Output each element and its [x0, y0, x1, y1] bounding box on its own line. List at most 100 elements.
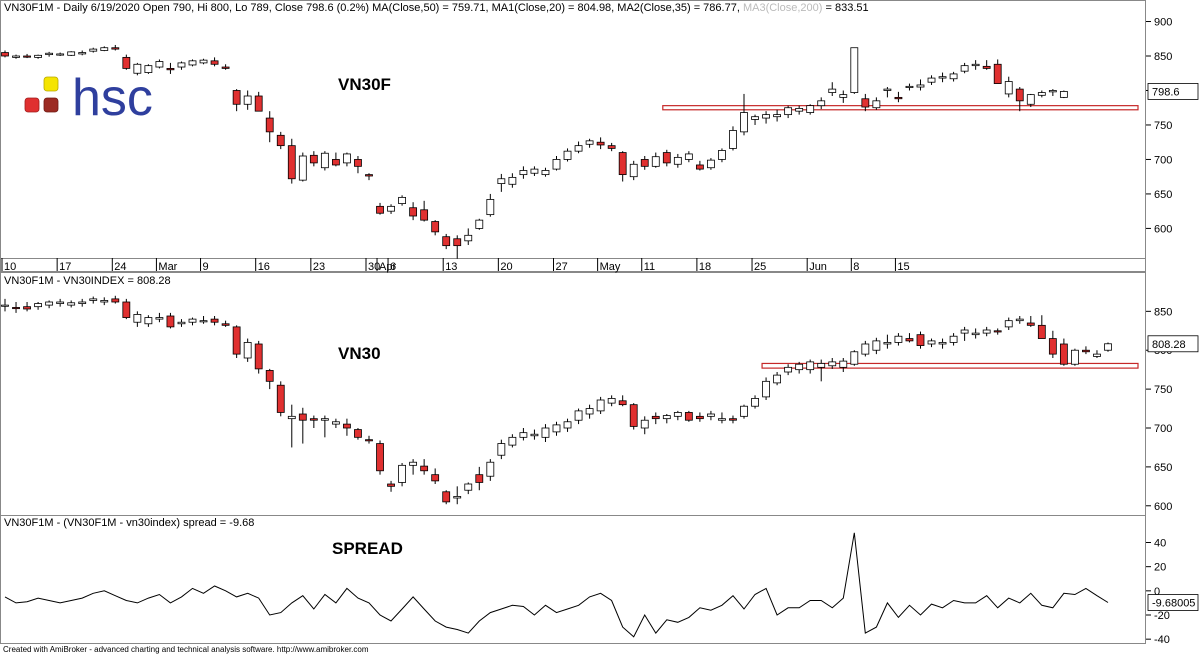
vn30f-candle-body — [431, 221, 440, 233]
footer-credit: Created with AmiBroker - advanced charti… — [3, 645, 369, 654]
vn30f-candle-body — [828, 88, 837, 93]
panel-vn30-frame — [0, 272, 1146, 516]
vn30-candle-body — [1004, 320, 1013, 328]
x-axis-tick-label: 9 — [203, 261, 209, 273]
vn30-candle-body — [596, 399, 605, 412]
vn30f-candle-body — [629, 163, 638, 178]
vn30-candle-body — [67, 302, 76, 306]
vn30f-y-tick-label: 850 — [1154, 51, 1172, 63]
vn30-candle-body — [354, 429, 362, 438]
vn30-candle-body — [762, 380, 770, 398]
vn30f-candle-body — [651, 156, 660, 167]
vn30-y-tick-label: 600 — [1154, 501, 1172, 513]
vn30f-last-value: 798.6 — [1152, 86, 1180, 98]
vn30f-candle-body — [773, 114, 781, 118]
x-axis-tick-label: 16 — [258, 261, 270, 273]
vn30f-candle-body — [673, 156, 682, 165]
vn30-y-tick-label: 650 — [1154, 462, 1172, 474]
vn30f-candle-body — [1026, 94, 1035, 105]
x-axis-tick-label: 24 — [114, 261, 126, 273]
vn30-candle-body — [12, 307, 20, 310]
vn30-candle-body — [155, 317, 164, 320]
vn30f-candle-body — [221, 66, 230, 69]
vn30f-candle-body — [982, 65, 991, 69]
vn30-candle-body — [453, 496, 462, 499]
vn30f-candle-body — [486, 199, 495, 216]
vn30f-candle-body — [707, 159, 715, 169]
vn30-candle-body — [894, 335, 903, 343]
vn30-candle-body — [276, 384, 285, 413]
vn30f-candle-body — [122, 56, 131, 69]
vn30-candle-body — [563, 421, 572, 429]
vn30f-candle-body — [861, 98, 870, 108]
vn30-candle-body — [409, 461, 418, 466]
vn30-candle-body — [574, 410, 583, 421]
vn30-candle-body — [795, 363, 804, 371]
vn30-candle-body — [1048, 338, 1057, 355]
vn30f-candle-body — [1048, 90, 1057, 93]
vn30-candle-body — [56, 301, 65, 304]
vn30f-candle-body — [684, 153, 693, 160]
vn30-candle-body — [1104, 343, 1112, 351]
vn30-candle-body — [431, 474, 440, 482]
vn30-support-band — [761, 362, 1139, 369]
vn30-candle-body — [166, 315, 175, 328]
vn30-candle-body — [78, 301, 87, 304]
vn30-candle-body — [287, 415, 296, 420]
vn30-candle-body — [497, 443, 506, 456]
logo: hsc — [24, 69, 153, 127]
vn30f-candle-body — [574, 145, 583, 152]
x-axis-tick-label: 27 — [556, 261, 568, 273]
vn30-candle-body — [707, 413, 715, 417]
x-axis-tick-label: 17 — [59, 261, 71, 273]
vn30-candle-body — [398, 464, 406, 483]
vn30f-candle-body — [938, 76, 947, 79]
vn30f-candle-body — [751, 116, 759, 120]
vn30f-candle-body — [960, 65, 969, 72]
vn30-candle-body — [265, 370, 274, 382]
vn30f-candle-body — [298, 155, 307, 181]
vn30-candle-body — [210, 318, 219, 323]
vn30-candle-body — [387, 483, 395, 487]
vn30-candle-body — [243, 342, 252, 359]
vn30-candle-body — [475, 474, 484, 483]
x-axis-tick-label: 11 — [644, 261, 655, 273]
vn30f-candle-body — [1015, 88, 1024, 102]
vn30f-candle-body — [530, 168, 539, 174]
vn30f-candle-body — [331, 159, 340, 166]
vn30f-candle-body — [155, 61, 164, 68]
spread-last-value: -9.68005 — [1152, 598, 1195, 610]
vn30-candle-body — [133, 314, 142, 323]
vn30-candle-body — [188, 318, 197, 323]
vn30-label: VN30 — [338, 344, 381, 363]
vn30-candle-body — [232, 326, 241, 355]
vn30f-candle-body — [795, 108, 804, 112]
x-axis-tick-label: May — [600, 261, 621, 273]
vn30-candle-body — [729, 418, 737, 421]
x-axis-tick-label: Jun — [809, 261, 827, 273]
vn30f-candle-body — [376, 205, 384, 214]
vn30-candle-body — [971, 332, 980, 336]
vn30f-candle-body — [872, 100, 881, 109]
vn30f-candle-body — [949, 73, 958, 80]
vn30-candle-body — [254, 343, 263, 370]
vn30f-candle-body — [1, 52, 9, 57]
vn30-candle-body — [960, 329, 969, 334]
vn30f-candle-body — [23, 55, 31, 58]
vn30f-candle-body — [817, 100, 826, 107]
spread-label: SPREAD — [332, 539, 403, 558]
vn30f-candle-body — [343, 153, 351, 164]
vn30-candle-body — [343, 423, 351, 429]
vn30f-candle-body — [695, 164, 704, 170]
vn30-candle-body — [1059, 343, 1068, 365]
vn30f-candle-body — [784, 107, 793, 116]
vn30f-candle-body — [563, 150, 572, 160]
vn30f-candle-body — [475, 219, 484, 229]
vn30f-candle-body — [585, 140, 594, 145]
vn30f-candle-body — [894, 96, 903, 100]
vn30f-candle-body — [596, 141, 605, 146]
x-axis-tick-label: 23 — [313, 261, 325, 273]
vn30f-candle-body — [100, 47, 109, 51]
vn30-candle-body — [585, 408, 594, 415]
vn30-candle-body — [320, 418, 329, 421]
